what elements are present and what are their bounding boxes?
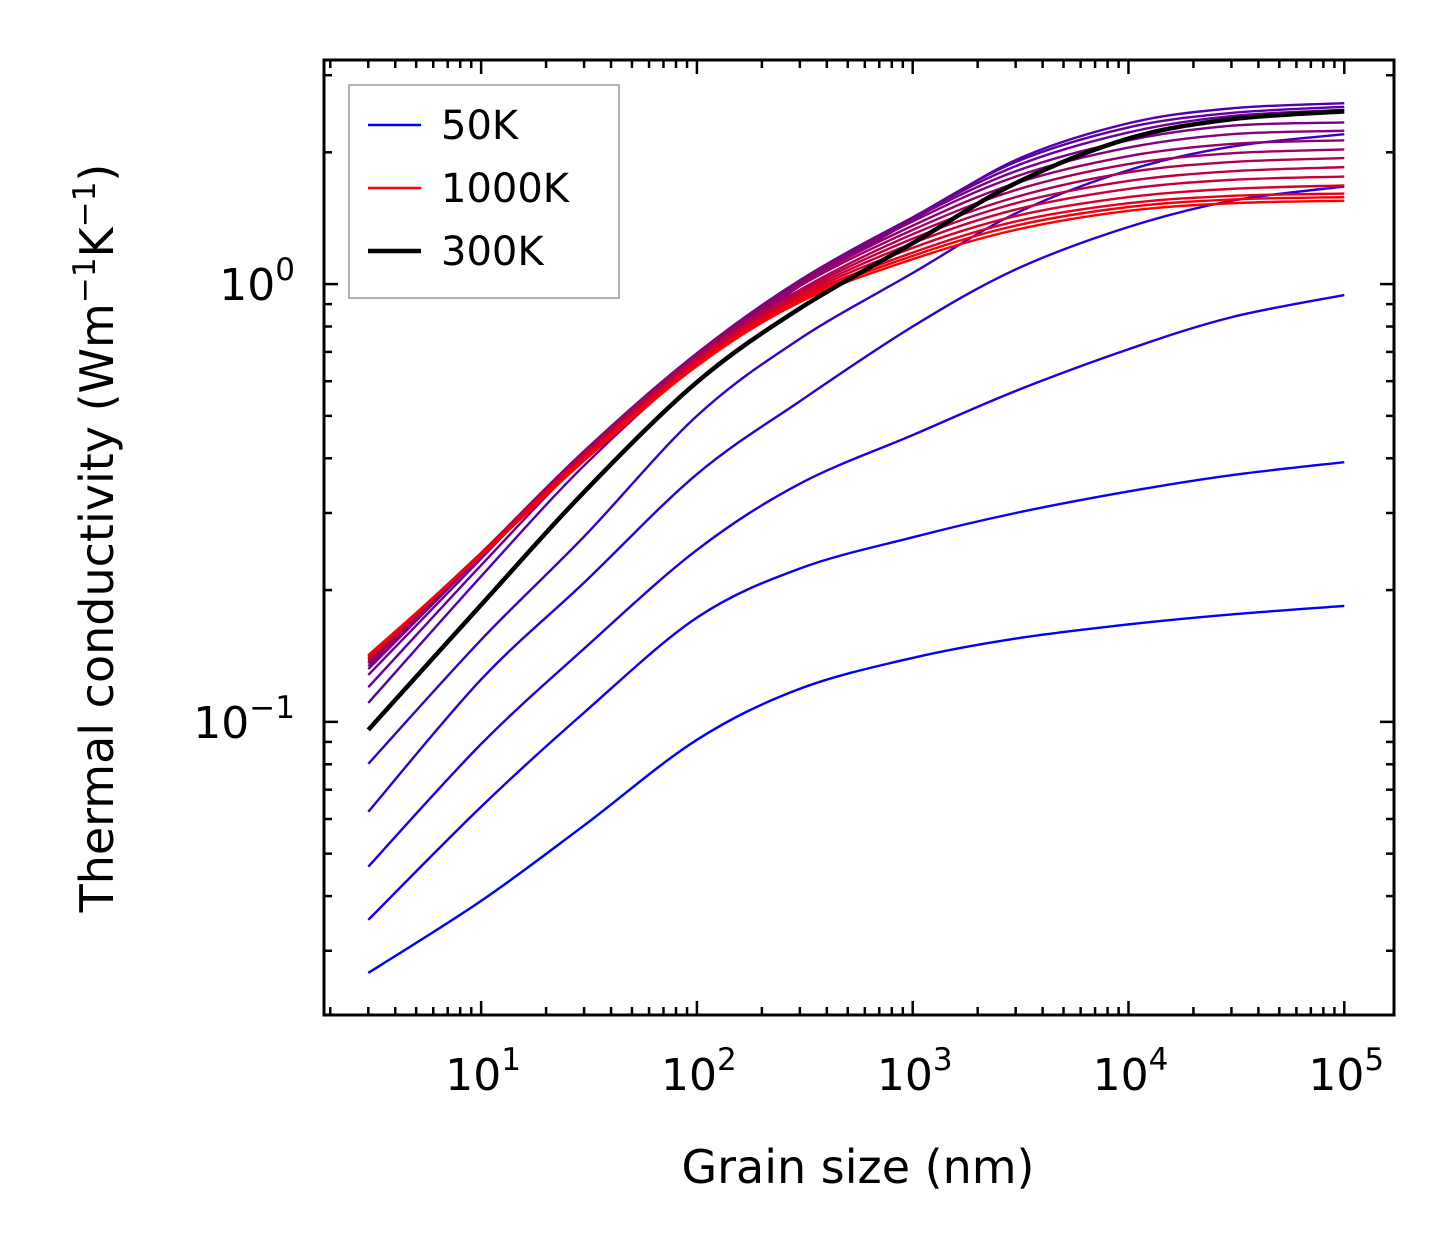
series-line-200K <box>367 185 1345 813</box>
y-tick-labels: 10−1 100 <box>193 252 295 749</box>
legend-label: 300K <box>441 229 545 275</box>
series-lines <box>366 101 1345 974</box>
x-tick-labels: 101 102 103 104 105 <box>445 1042 1384 1101</box>
plot-frame <box>322 58 1396 1017</box>
series-line-300K <box>366 109 1345 732</box>
x-tick-label: 102 <box>661 1042 737 1101</box>
legend-label: 1000K <box>441 166 571 212</box>
y-tick-label: 100 <box>219 252 295 311</box>
legend-box <box>348 84 620 299</box>
legend-label: 50K <box>441 103 520 149</box>
x-tick-label: 105 <box>1308 1042 1384 1101</box>
y-axis-label: Thermal conductivity (Wm−1K−1) <box>67 164 124 914</box>
series-line-50K <box>367 604 1345 974</box>
x-axis-label: Grain size (nm) <box>682 1140 1035 1194</box>
x-tick-label: 101 <box>445 1042 521 1101</box>
legend: 50K 1000K 300K <box>348 84 620 299</box>
series-line-100K <box>367 460 1345 921</box>
y-tick-label: 10−1 <box>193 690 295 749</box>
x-tick-label: 103 <box>877 1042 953 1101</box>
x-tick-label: 104 <box>1093 1042 1169 1101</box>
series-line-150K <box>367 293 1345 868</box>
